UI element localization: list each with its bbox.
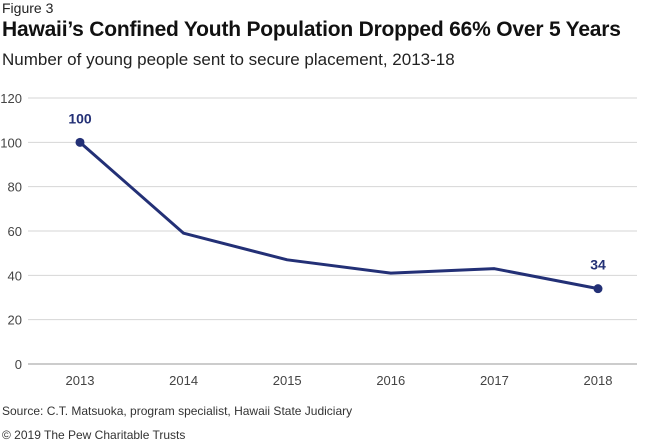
source-note: Source: C.T. Matsuoka, program specialis…	[2, 404, 353, 418]
y-tick-label: 60	[8, 224, 22, 239]
data-label: 100	[68, 110, 92, 126]
x-tick-label: 2017	[480, 373, 509, 388]
x-tick-label: 2015	[273, 373, 302, 388]
x-tick-label: 2013	[66, 373, 95, 388]
y-tick-label: 20	[8, 313, 22, 328]
y-tick-label: 120	[0, 91, 22, 106]
data-point	[75, 137, 85, 147]
data-point	[593, 284, 603, 294]
x-tick-label: 2018	[584, 373, 613, 388]
figure-label: Figure 3	[2, 0, 54, 16]
y-tick-label: 100	[0, 135, 22, 150]
chart-title: Hawaii’s Confined Youth Population Dropp…	[2, 18, 621, 41]
chart-subtitle: Number of young people sent to secure pl…	[2, 50, 455, 69]
copyright-note: © 2019 The Pew Charitable Trusts	[2, 428, 186, 442]
x-tick-label: 2016	[376, 373, 405, 388]
y-tick-label: 0	[15, 357, 22, 372]
y-tick-label: 80	[8, 180, 22, 195]
data-label: 34	[590, 257, 606, 273]
y-tick-label: 40	[8, 268, 22, 283]
series-line	[79, 141, 599, 291]
x-tick-label: 2014	[169, 373, 198, 388]
